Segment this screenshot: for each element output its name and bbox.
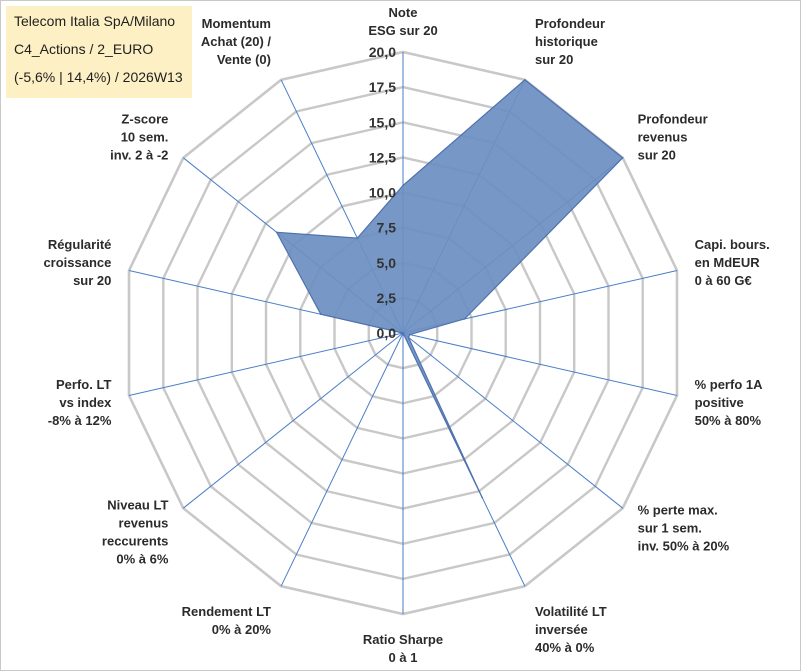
tick-label: 17,5 xyxy=(369,79,396,95)
axis-label-line: vs index xyxy=(59,395,112,410)
tick-label: 0,0 xyxy=(377,325,397,341)
axis-label-line: inv. 50% à 20% xyxy=(638,539,730,554)
axis-label-line: Z-score xyxy=(121,111,168,126)
tick-label: 2,5 xyxy=(377,290,397,306)
axis-label-line: inversée xyxy=(535,622,588,637)
axis-spoke xyxy=(128,332,404,396)
axis-label: Momentum Achat (20) / Vente (0) xyxy=(201,16,271,67)
axis-label-line: ESG sur 20 xyxy=(368,23,437,38)
axis-label-line: sur 20 xyxy=(73,273,111,288)
axis-label: Profondeur historique sur 20 xyxy=(535,16,605,67)
axis-label: Capi. bours. en MdEUR 0 à 60 G€ xyxy=(695,237,770,288)
axis-label-line: sur 20 xyxy=(535,52,573,67)
axis-spoke xyxy=(402,332,624,509)
axis-label-line: Niveau LT xyxy=(107,498,168,513)
axis-label-line: Momentum xyxy=(202,16,271,31)
chart-title-box: Telecom Italia SpA/Milano C4_Actions / 2… xyxy=(6,6,192,98)
axis-label-line: 40% à 0% xyxy=(535,640,595,655)
axis-label-line: 0% à 6% xyxy=(116,552,168,567)
axis-label-line: 0 à 1 xyxy=(389,650,418,665)
radar-tick-labels: 0,0 2,5 5,0 7,5 10,0 12,5 15,0 17,5 20,0 xyxy=(369,44,396,341)
axis-label-line: Régularité xyxy=(48,237,112,252)
axis-label: Rendement LT 0% à 20% xyxy=(182,604,272,637)
radar-axis-labels: Note ESG sur 20 Profondeur historique sur 20… xyxy=(43,5,769,665)
data-point xyxy=(402,184,404,187)
axis-label-line: inv. 2 à -2 xyxy=(110,147,168,162)
axis-label-line: Profondeur xyxy=(638,111,708,126)
axis-label-line: croissance xyxy=(43,255,111,270)
tick-label: 10,0 xyxy=(369,185,396,201)
axis-label-line: Profondeur xyxy=(535,16,605,31)
data-point xyxy=(320,313,322,316)
data-point xyxy=(481,496,484,499)
axis-label: Ratio Sharpe 0 à 1 xyxy=(363,632,443,665)
tick-label: 15,0 xyxy=(369,114,396,130)
axis-label-line: sur 20 xyxy=(638,147,676,162)
axis-label: Profondeur revenus sur 20 xyxy=(638,111,708,162)
title-line-2: C4_Actions / 2_EURO xyxy=(14,41,154,57)
data-point xyxy=(524,79,526,81)
data-point xyxy=(356,237,359,239)
data-point xyxy=(275,231,278,234)
axis-label-line: % perfo 1A xyxy=(695,377,764,392)
axis-label: Régularité croissance sur 20 xyxy=(43,237,111,288)
axis-label-line: % perte max. xyxy=(638,503,718,518)
data-point xyxy=(463,318,466,320)
axis-label-line: 10 sem. xyxy=(121,129,169,144)
axis-label-line: positive xyxy=(695,395,744,410)
axis-label-line: reccurents xyxy=(102,534,168,549)
axis-label-line: Volatilité LT xyxy=(535,604,607,619)
axis-label: Volatilité LT inversée 40% à 0% xyxy=(535,604,607,655)
axis-label-line: Vente (0) xyxy=(217,52,271,67)
axis-label-line: Perfo. LT xyxy=(56,377,111,392)
axis-label-line: historique xyxy=(535,34,598,49)
axis-label-line: en MdEUR xyxy=(695,255,761,270)
axis-label: Niveau LT revenus reccurents 0% à 6% xyxy=(102,498,169,567)
axis-label-line: Rendement LT xyxy=(182,604,271,619)
axis-label: Perfo. LT vs index -8% à 12% xyxy=(48,377,112,428)
axis-label: Z-score 10 sem. inv. 2 à -2 xyxy=(110,111,168,162)
axis-label-line: Capi. bours. xyxy=(695,237,770,252)
axis-label-line: -8% à 12% xyxy=(48,413,112,428)
axis-label-line: 50% à 80% xyxy=(695,413,762,428)
title-line-3: (-5,6% | 14,4%) / 2026W13 xyxy=(14,69,183,85)
data-point xyxy=(621,157,624,159)
axis-spoke xyxy=(182,332,404,509)
tick-label: 20,0 xyxy=(369,44,396,60)
radar-series xyxy=(275,79,624,499)
axis-label-line: Achat (20) / xyxy=(201,34,271,49)
tick-label: 5,0 xyxy=(377,255,397,271)
tick-label: 12,5 xyxy=(369,149,396,165)
title-line-1: Telecom Italia SpA/Milano xyxy=(14,13,176,29)
data-point xyxy=(402,332,404,334)
data-point xyxy=(407,336,410,339)
axis-label: Note ESG sur 20 xyxy=(368,5,437,38)
axis-label-line: revenus xyxy=(119,516,169,531)
axis-label-line: revenus xyxy=(638,129,688,144)
axis-label-line: 0% à 20% xyxy=(212,622,272,637)
axis-label-line: Note xyxy=(389,5,418,20)
series-area xyxy=(275,79,624,498)
axis-label-line: sur 1 sem. xyxy=(638,521,702,536)
axis-spoke xyxy=(280,332,404,587)
axis-label: % perfo 1A positive 50% à 80% xyxy=(695,377,764,428)
axis-label-line: 0 à 60 G€ xyxy=(695,273,752,288)
axis-label-line: Ratio Sharpe xyxy=(363,632,443,647)
axis-label: % perte max. sur 1 sem. inv. 50% à 20% xyxy=(638,503,730,554)
data-point xyxy=(409,333,411,336)
axis-spoke xyxy=(402,332,678,396)
tick-label: 7,5 xyxy=(377,220,397,236)
